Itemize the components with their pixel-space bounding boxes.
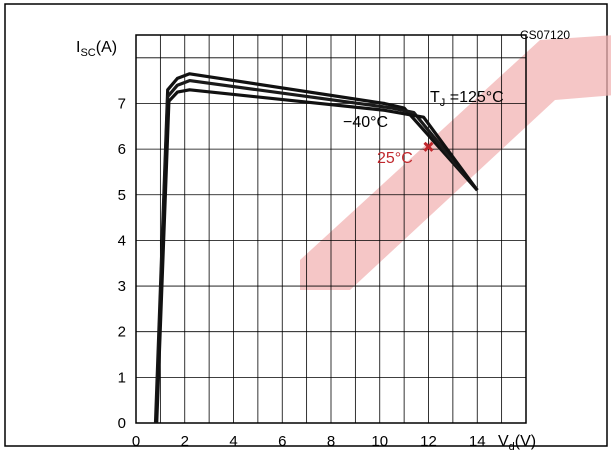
y-axis-label-unit: (A) [96, 39, 117, 56]
annotation-125: TJ =125°C [430, 89, 504, 109]
x-tick-label: 12 [420, 433, 437, 450]
series-line-0 [153, 72, 479, 424]
series-line-2 [155, 88, 479, 424]
annotation-minus40: −40°C [343, 114, 388, 131]
x-tick-label: 6 [278, 433, 286, 450]
x-axis-label-sub: d [509, 441, 515, 453]
series-line-1 [154, 79, 479, 424]
y-tick-label: 3 [118, 278, 126, 295]
marker [423, 141, 434, 152]
x-tick-label: 0 [132, 433, 140, 450]
y-tick-label: 7 [118, 95, 126, 112]
chart-code: CS07120 [520, 28, 570, 42]
y-axis-label-main: I [76, 39, 80, 56]
x-tick-labels: 0 2 4 6 8 10 12 14 [132, 433, 486, 450]
annotation-125-rest: =125°C [445, 89, 503, 106]
marker-25c [423, 141, 434, 152]
x-axis-label-unit: (V) [515, 433, 536, 450]
annotation-125-sub: J [440, 97, 446, 109]
plot-frame [135, 34, 527, 424]
x-tick-label: 4 [229, 433, 237, 450]
x-axis-label: Vd(V) [498, 433, 536, 453]
grid [136, 35, 526, 423]
x-axis-label-main: V [498, 433, 509, 450]
annotation-125-main: T [430, 89, 440, 106]
y-axis-label-sub: SC [80, 47, 95, 59]
outer-frame [4, 3, 608, 447]
x-tick-label: 2 [181, 433, 189, 450]
x-tick-label: 8 [327, 433, 335, 450]
series-lines [153, 72, 479, 424]
y-tick-label: 6 [118, 141, 126, 158]
y-tick-label: 1 [118, 369, 126, 386]
y-tick-label: 0 [118, 415, 126, 432]
y-axis-label: ISC(A) [76, 39, 117, 59]
annotation-25: 25°C [377, 150, 413, 167]
y-tick-labels: 0 1 2 3 4 5 6 7 [118, 95, 126, 432]
y-tick-label: 2 [118, 324, 126, 341]
y-tick-label: 4 [118, 232, 126, 249]
x-tick-label: 14 [469, 433, 486, 450]
x-tick-label: 10 [371, 433, 388, 450]
y-tick-label: 5 [118, 187, 126, 204]
